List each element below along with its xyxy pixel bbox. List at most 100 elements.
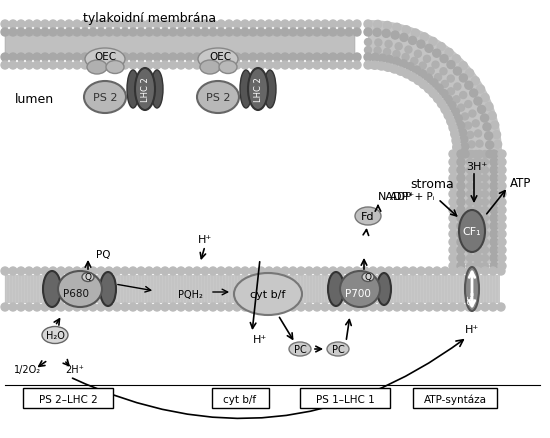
Circle shape bbox=[433, 95, 442, 103]
Circle shape bbox=[273, 62, 281, 70]
Circle shape bbox=[89, 267, 97, 276]
Circle shape bbox=[498, 230, 506, 238]
Circle shape bbox=[481, 247, 488, 254]
Circle shape bbox=[494, 151, 502, 159]
Circle shape bbox=[411, 30, 420, 38]
Circle shape bbox=[353, 21, 361, 29]
Circle shape bbox=[412, 67, 421, 75]
Circle shape bbox=[481, 94, 489, 102]
Text: H⁺: H⁺ bbox=[198, 234, 212, 244]
Circle shape bbox=[457, 230, 465, 238]
Circle shape bbox=[497, 303, 505, 311]
Circle shape bbox=[145, 21, 153, 29]
Circle shape bbox=[161, 62, 169, 70]
Circle shape bbox=[364, 29, 372, 37]
Circle shape bbox=[337, 62, 345, 70]
Circle shape bbox=[393, 58, 400, 66]
Circle shape bbox=[337, 303, 345, 311]
Circle shape bbox=[145, 303, 153, 311]
Ellipse shape bbox=[100, 272, 116, 306]
Circle shape bbox=[153, 267, 161, 276]
Circle shape bbox=[481, 151, 488, 158]
Circle shape bbox=[447, 61, 455, 69]
Circle shape bbox=[476, 141, 483, 148]
Circle shape bbox=[121, 62, 129, 70]
Ellipse shape bbox=[328, 272, 344, 306]
Circle shape bbox=[305, 54, 313, 62]
Ellipse shape bbox=[84, 82, 126, 114]
Circle shape bbox=[297, 267, 305, 276]
Circle shape bbox=[486, 151, 494, 159]
Circle shape bbox=[169, 303, 177, 311]
Text: H⁺: H⁺ bbox=[253, 334, 267, 344]
Circle shape bbox=[402, 54, 409, 61]
Circle shape bbox=[345, 303, 353, 311]
Circle shape bbox=[249, 21, 257, 29]
Circle shape bbox=[498, 254, 506, 262]
Circle shape bbox=[153, 29, 161, 37]
Circle shape bbox=[233, 54, 241, 62]
Circle shape bbox=[177, 21, 185, 29]
Circle shape bbox=[449, 267, 457, 276]
Circle shape bbox=[481, 207, 488, 214]
Circle shape bbox=[33, 62, 41, 70]
Circle shape bbox=[105, 62, 113, 70]
Circle shape bbox=[105, 303, 113, 311]
Circle shape bbox=[440, 90, 448, 98]
Circle shape bbox=[476, 159, 482, 166]
Circle shape bbox=[374, 48, 381, 55]
Circle shape bbox=[378, 55, 387, 63]
Circle shape bbox=[121, 21, 129, 29]
Circle shape bbox=[460, 136, 468, 144]
Circle shape bbox=[498, 183, 506, 191]
Circle shape bbox=[466, 151, 474, 158]
Circle shape bbox=[17, 62, 25, 70]
Circle shape bbox=[454, 115, 463, 123]
Circle shape bbox=[353, 303, 361, 311]
Text: 2H⁺: 2H⁺ bbox=[65, 364, 85, 374]
Circle shape bbox=[472, 159, 480, 166]
Circle shape bbox=[414, 77, 422, 85]
Text: ATP: ATP bbox=[510, 177, 531, 190]
Circle shape bbox=[249, 267, 257, 276]
Circle shape bbox=[481, 231, 488, 238]
Circle shape bbox=[25, 29, 33, 37]
Circle shape bbox=[265, 21, 273, 29]
Circle shape bbox=[465, 303, 473, 311]
Circle shape bbox=[49, 21, 57, 29]
Ellipse shape bbox=[340, 272, 380, 307]
Circle shape bbox=[129, 303, 137, 311]
Circle shape bbox=[490, 223, 498, 230]
Circle shape bbox=[281, 303, 289, 311]
Circle shape bbox=[458, 105, 465, 112]
Circle shape bbox=[472, 191, 480, 198]
Circle shape bbox=[313, 267, 321, 276]
Circle shape bbox=[466, 231, 474, 238]
Circle shape bbox=[193, 21, 201, 29]
Circle shape bbox=[281, 29, 289, 37]
Circle shape bbox=[461, 114, 469, 120]
Circle shape bbox=[25, 21, 33, 29]
Circle shape bbox=[468, 141, 475, 148]
Circle shape bbox=[169, 21, 177, 29]
Circle shape bbox=[403, 71, 411, 79]
Circle shape bbox=[411, 58, 418, 65]
Circle shape bbox=[490, 230, 498, 238]
Circle shape bbox=[89, 21, 97, 29]
Circle shape bbox=[385, 303, 393, 311]
Ellipse shape bbox=[106, 61, 124, 74]
Circle shape bbox=[466, 167, 474, 174]
Circle shape bbox=[1, 21, 9, 29]
Circle shape bbox=[490, 159, 498, 166]
Circle shape bbox=[498, 247, 506, 254]
Circle shape bbox=[441, 81, 448, 88]
Circle shape bbox=[145, 267, 153, 276]
Circle shape bbox=[153, 54, 161, 62]
Circle shape bbox=[17, 21, 25, 29]
Circle shape bbox=[265, 54, 273, 62]
Circle shape bbox=[193, 54, 201, 62]
Circle shape bbox=[89, 54, 97, 62]
Circle shape bbox=[201, 62, 209, 70]
Circle shape bbox=[97, 303, 105, 311]
Circle shape bbox=[457, 254, 465, 262]
